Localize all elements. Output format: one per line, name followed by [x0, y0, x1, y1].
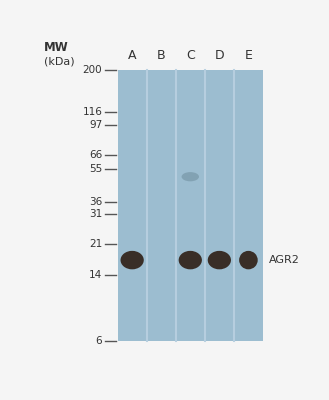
Text: (kDa): (kDa) — [44, 56, 74, 66]
Text: A: A — [128, 49, 137, 62]
Text: 116: 116 — [83, 107, 102, 117]
Ellipse shape — [120, 251, 144, 269]
Text: 97: 97 — [89, 120, 102, 130]
Text: C: C — [186, 49, 195, 62]
Ellipse shape — [182, 172, 199, 181]
FancyBboxPatch shape — [118, 70, 263, 341]
Text: AGR2: AGR2 — [269, 255, 300, 265]
Text: 66: 66 — [89, 150, 102, 160]
Text: 31: 31 — [89, 209, 102, 219]
Text: 14: 14 — [89, 270, 102, 280]
Ellipse shape — [208, 251, 231, 269]
Text: B: B — [157, 49, 165, 62]
Text: D: D — [215, 49, 224, 62]
Text: 36: 36 — [89, 197, 102, 207]
Text: 21: 21 — [89, 239, 102, 249]
Text: 6: 6 — [96, 336, 102, 346]
Text: 200: 200 — [83, 64, 102, 74]
Text: E: E — [244, 49, 252, 62]
Ellipse shape — [239, 251, 258, 269]
Text: 55: 55 — [89, 164, 102, 174]
Ellipse shape — [179, 251, 202, 269]
Text: MW: MW — [44, 41, 68, 54]
